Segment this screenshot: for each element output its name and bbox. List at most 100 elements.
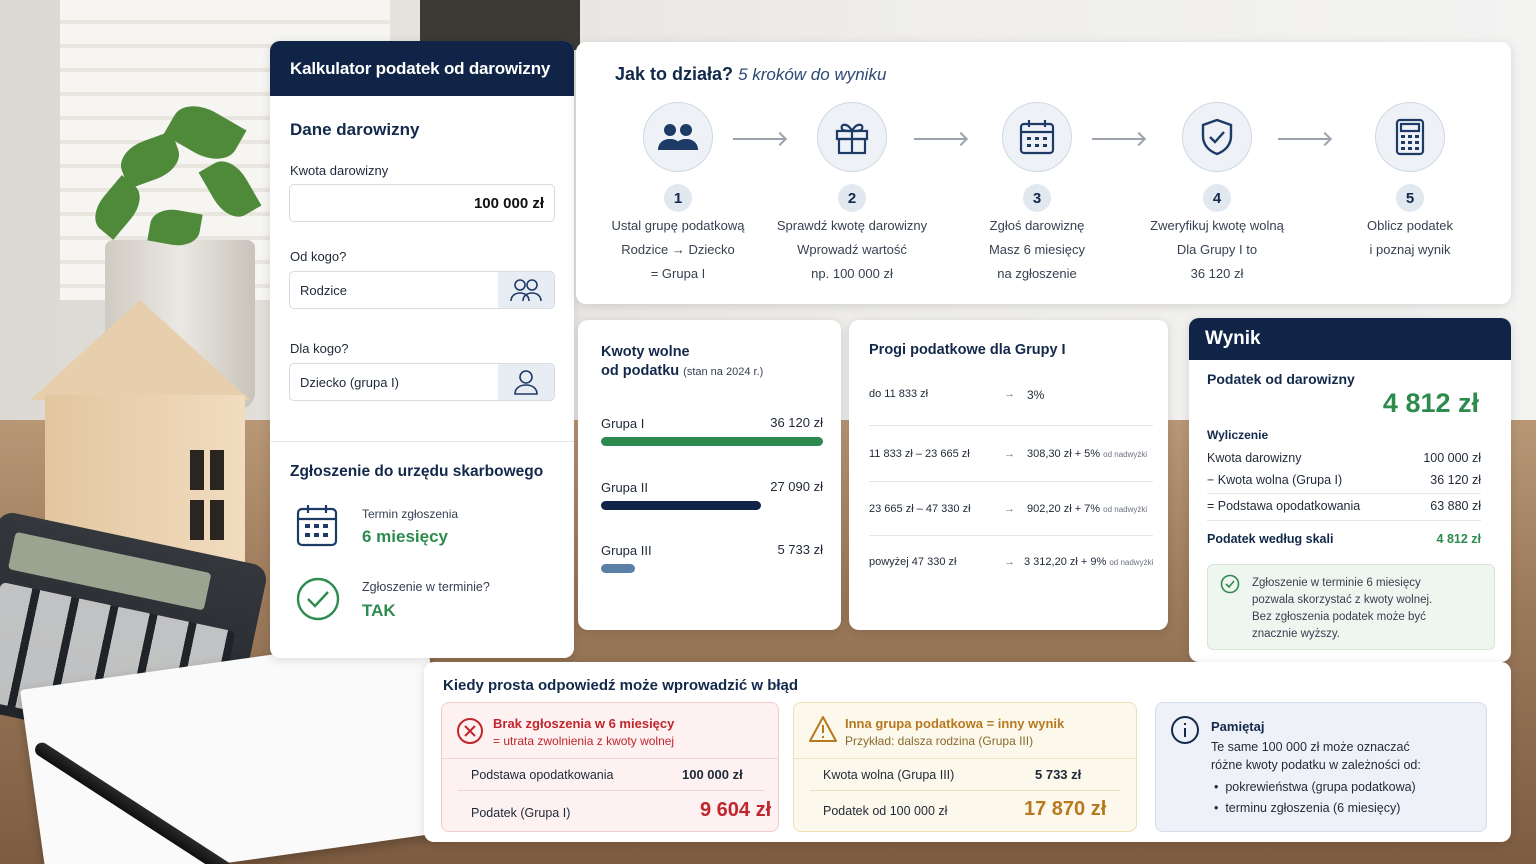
other-group-row2-value: 17 870 zł — [1024, 798, 1107, 820]
allowance-value: 5 733 zł — [777, 542, 823, 557]
step-description: Ustal grupę podatkową Rodzice → Dziecko … — [593, 214, 763, 286]
amount-value: 100 000 zł — [473, 194, 544, 212]
steps-panel: Jak to działa? 5 kroków do wyniku 1 Usta… — [576, 42, 1511, 304]
step-line: = Grupa I — [650, 266, 706, 281]
remember-title: Pamiętaj — [1211, 719, 1265, 734]
step-number: 2 — [838, 184, 866, 212]
other-group-box: Inna grupa podatkowa = inny wynik Przykł… — [793, 702, 1137, 832]
warning-icon — [808, 715, 838, 748]
step-description: Sprawdź kwotę darowizny Wprowadź wartość… — [767, 214, 937, 286]
step-line: 36 120 zł — [1190, 266, 1244, 281]
allowance-label: Grupa III — [601, 543, 652, 558]
step-number: 3 — [1023, 184, 1051, 212]
amount-input[interactable]: 100 000 zł — [289, 184, 555, 222]
step-number: 1 — [664, 184, 692, 212]
step-line: Zweryfikuj kwotę wolną — [1150, 218, 1284, 233]
check-circle-icon — [296, 577, 340, 626]
arrow-right-icon: → — [1004, 388, 1015, 400]
remember-bullets: • pokrewieństwa (grupa podatkowa) • term… — [1214, 777, 1416, 819]
allowance-label: Grupa II — [601, 480, 648, 495]
threshold-rate: 308,30 zł + 5% — [1027, 448, 1101, 460]
users-icon — [643, 102, 713, 172]
step-line: np. 100 000 zł — [811, 266, 893, 281]
result-row-label: Kwota darowizny — [1207, 451, 1302, 465]
people-icon — [498, 272, 554, 308]
report-section-title: Zgłoszenie do urzędu skarbowego — [290, 463, 544, 480]
other-group-row1-label: Kwota wolna (Grupa III) — [823, 768, 955, 782]
calculator-icon — [1375, 102, 1445, 172]
allowances-panel: Kwoty wolne od podatku (stan na 2024 r.)… — [578, 320, 841, 630]
result-note-text: Zgłoszenie w terminie 6 miesięcy pozwala… — [1252, 575, 1432, 643]
step-line: i poznaj wynik — [1369, 242, 1451, 257]
threshold-range: 23 665 zł – 47 330 zł — [869, 503, 971, 515]
allowance-value: 36 120 zł — [770, 415, 823, 430]
allowance-bar — [601, 437, 823, 446]
to-label: Dla kogo? — [290, 341, 349, 356]
step-description: Oblicz podatek i poznaj wynik — [1325, 214, 1495, 262]
result-row-value: 4 812 zł — [1436, 532, 1481, 546]
no-report-box: Brak zgłoszenia w 6 miesięcy = utrata zw… — [441, 702, 779, 832]
step-number: 4 — [1203, 184, 1231, 212]
note-line: Zgłoszenie w terminie 6 miesięcy — [1252, 577, 1421, 589]
step-line: na zgłoszenie — [997, 266, 1077, 281]
other-group-row1-value: 5 733 zł — [1035, 767, 1082, 782]
allowance-label: Grupa I — [601, 416, 645, 431]
allowance-row-group-3: Grupa III 5 733 zł — [601, 542, 823, 573]
threshold-rate: 3 312,20 zł + 9% — [1024, 556, 1107, 568]
result-row-value: 63 880 zł — [1430, 499, 1481, 513]
result-row-label: − Kwota wolna (Grupa I) — [1207, 473, 1343, 487]
steps-title: Jak to działa? — [615, 64, 734, 84]
threshold-note: od nadwyżki — [1103, 450, 1148, 459]
result-note: Zgłoszenie w terminie 6 miesięcy pozwala… — [1207, 564, 1495, 650]
other-group-title: Inna grupa podatkowa = inny wynik — [845, 716, 1065, 731]
step-line: Oblicz podatek — [1367, 218, 1453, 233]
result-row-scale: Podatek według skali 4 812 zł — [1207, 532, 1481, 546]
misleading-cases-panel: Kiedy prosta odpowiedź może wprowadzić w… — [424, 662, 1511, 842]
result-row: = Podstawa opodatkowania 63 880 zł — [1207, 499, 1481, 513]
remember-box: Pamiętaj Te same 100 000 zł może oznacza… — [1155, 702, 1487, 832]
result-row: − Kwota wolna (Grupa I) 36 120 zł — [1207, 473, 1481, 487]
step-line: Dla Grupy I to — [1176, 242, 1258, 257]
result-row-label: = Podstawa opodatkowania — [1207, 499, 1361, 513]
calculator-panel: Kalkulator podatek od darowizny Dane dar… — [270, 41, 574, 658]
threshold-rate: 3% — [1027, 388, 1045, 402]
remember-bullet-text: terminu zgłoszenia (6 miesięcy) — [1225, 801, 1401, 815]
to-select[interactable]: Dziecko (grupa I) — [289, 363, 555, 401]
remember-bullet-text: pokrewieństwa (grupa podatkowa) — [1225, 780, 1416, 794]
from-value: Rodzice — [300, 282, 347, 298]
x-circle-icon — [456, 717, 484, 750]
step-number: 5 — [1396, 184, 1424, 212]
result-tax-label: Podatek od darowizny — [1207, 371, 1355, 387]
ontime-label: Zgłoszenie w terminie? — [362, 580, 490, 594]
note-line: znacznie wyższy. — [1252, 628, 1340, 640]
check-circle-icon — [1220, 574, 1240, 599]
no-report-row2-value: 9 604 zł — [700, 799, 772, 821]
result-row-value: 36 120 zł — [1430, 473, 1481, 487]
allowances-note: (stan na 2024 r.) — [683, 366, 764, 378]
no-report-row1-label: Podstawa opodatkowania — [471, 768, 614, 782]
other-group-subtitle: Przykład: dalsza rodzina (Grupa III) — [845, 734, 1034, 748]
remember-text: Te same 100 000 zł może oznaczać różne k… — [1211, 738, 1421, 774]
threshold-range: do 11 833 zł — [869, 388, 929, 400]
calculator-title: Kalkulator podatek od darowizny — [270, 41, 574, 96]
result-row-value: 100 000 zł — [1423, 451, 1481, 465]
result-row-label: Podatek według skali — [1207, 532, 1334, 546]
step-line: Ustal grupę podatkową — [611, 218, 745, 233]
allowance-value: 27 090 zł — [770, 479, 823, 494]
from-label: Od kogo? — [290, 249, 347, 264]
result-row: Kwota darowizny 100 000 zł — [1207, 451, 1481, 465]
threshold-note: od nadwyżki — [1109, 558, 1154, 567]
threshold-range: 11 833 zł – 23 665 zł — [869, 448, 970, 460]
from-select[interactable]: Rodzice — [289, 271, 555, 309]
allowances-title-line: od podatku — [601, 363, 680, 379]
remember-bullet: • pokrewieństwa (grupa podatkowa) — [1214, 780, 1416, 794]
shield-check-icon — [1182, 102, 1252, 172]
thresholds-title: Progi podatkowe dla Grupy I — [869, 342, 1066, 358]
allowance-bar — [601, 564, 635, 573]
to-value: Dziecko (grupa I) — [300, 374, 399, 390]
allowances-title: Kwoty wolne od podatku (stan na 2024 r.) — [601, 343, 763, 382]
amount-label: Kwota darowizny — [290, 163, 389, 178]
arrow-right-icon — [1278, 138, 1330, 140]
steps-heading: Jak to działa? 5 kroków do wyniku — [615, 64, 886, 85]
calc-title: Wyliczenie — [1207, 428, 1269, 442]
